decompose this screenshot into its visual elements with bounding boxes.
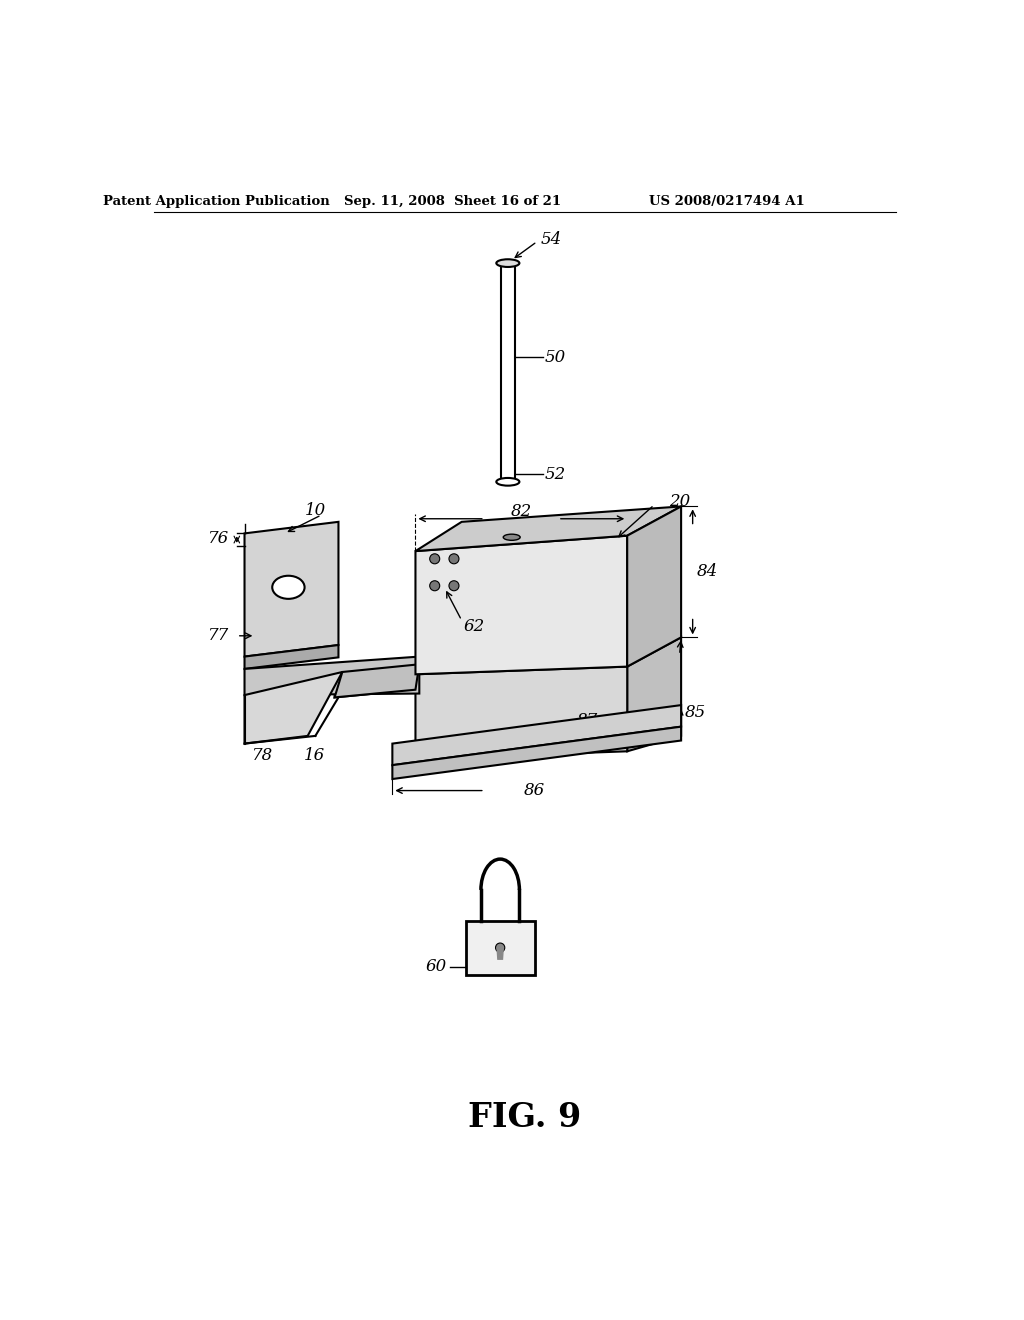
- Polygon shape: [466, 921, 535, 974]
- Text: FIG. 9: FIG. 9: [468, 1101, 582, 1134]
- Text: US 2008/0217494 A1: US 2008/0217494 A1: [649, 195, 805, 209]
- Ellipse shape: [497, 478, 519, 486]
- Ellipse shape: [496, 942, 505, 952]
- Polygon shape: [416, 667, 628, 759]
- Text: 76: 76: [208, 531, 229, 548]
- Text: 86: 86: [523, 781, 545, 799]
- Ellipse shape: [497, 259, 519, 267]
- Polygon shape: [416, 507, 681, 552]
- Text: 16: 16: [304, 747, 325, 764]
- Polygon shape: [245, 645, 339, 669]
- Text: 25: 25: [418, 760, 438, 776]
- Polygon shape: [416, 536, 628, 675]
- Text: 84: 84: [696, 564, 718, 581]
- Text: 62: 62: [463, 618, 484, 635]
- Polygon shape: [392, 705, 681, 766]
- Polygon shape: [335, 667, 416, 697]
- Text: Sep. 11, 2008  Sheet 16 of 21: Sep. 11, 2008 Sheet 16 of 21: [344, 195, 561, 209]
- Text: 52: 52: [545, 466, 566, 483]
- Polygon shape: [335, 664, 419, 697]
- Ellipse shape: [272, 576, 304, 599]
- Ellipse shape: [503, 535, 520, 540]
- Polygon shape: [245, 672, 342, 743]
- Text: 60: 60: [426, 958, 447, 975]
- Polygon shape: [392, 726, 681, 779]
- Text: 50: 50: [545, 348, 566, 366]
- Text: 77: 77: [208, 627, 229, 644]
- Ellipse shape: [430, 581, 439, 591]
- Text: 10: 10: [305, 502, 326, 519]
- Text: 54: 54: [541, 231, 561, 248]
- Polygon shape: [497, 948, 503, 960]
- Ellipse shape: [430, 554, 439, 564]
- Ellipse shape: [449, 554, 459, 564]
- Polygon shape: [628, 507, 681, 667]
- Polygon shape: [245, 521, 339, 656]
- Text: 20: 20: [670, 492, 691, 510]
- Text: Patent Application Publication: Patent Application Publication: [103, 195, 330, 209]
- Text: 82: 82: [511, 503, 532, 520]
- Ellipse shape: [449, 581, 459, 591]
- Text: 87: 87: [578, 711, 598, 729]
- Text: 78: 78: [252, 747, 273, 764]
- Polygon shape: [628, 638, 681, 751]
- Polygon shape: [245, 656, 419, 696]
- Text: 85: 85: [685, 705, 707, 721]
